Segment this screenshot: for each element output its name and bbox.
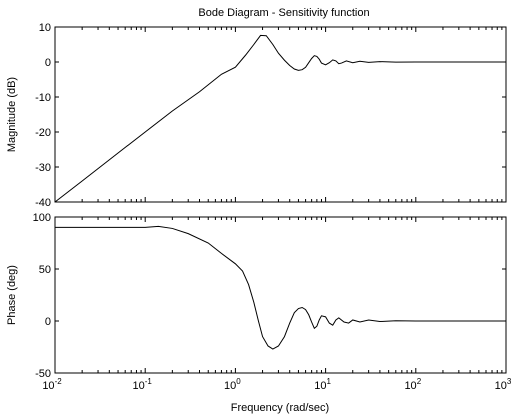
phase-y-tick-label: -50	[35, 368, 51, 380]
magnitude-y-tick-label: -40	[35, 197, 51, 209]
x-axis-label: Frequency (rad/sec)	[231, 402, 329, 414]
magnitude-y-tick-label: -10	[35, 92, 51, 104]
magnitude-ylabel: Magnitude (dB)	[6, 77, 18, 152]
phase-y-tick-label: 50	[39, 264, 51, 276]
magnitude-y-tick-label: -30	[35, 162, 51, 174]
x-tick-label: 103	[495, 377, 512, 392]
x-tick-label: 102	[404, 377, 421, 392]
phase-curve	[55, 225, 506, 350]
x-tick-label: 10-1	[133, 377, 153, 392]
x-tick-label: 10-2	[42, 377, 62, 392]
phase-y-tick-label: 100	[33, 212, 51, 224]
x-tick-label: 101	[314, 377, 331, 392]
magnitude-ticks: 10 0 -10 -20 -30 -40	[35, 22, 507, 209]
x-tick-label: 100	[224, 377, 241, 392]
magnitude-curve	[54, 34, 506, 203]
chart-title: Bode Diagram - Sensitivity function	[198, 7, 369, 19]
magnitude-axes-frame	[54, 26, 507, 203]
magnitude-y-tick-label: 0	[45, 57, 51, 69]
magnitude-y-tick-label: 10	[39, 22, 51, 34]
phase-panel: Phase (deg) 100 50 0 -50	[6, 212, 507, 380]
magnitude-panel: Magnitude (dB) 10 0 -10 -20 -30 -40	[6, 22, 507, 209]
phase-ticks: 100 50 0 -50	[33, 212, 507, 380]
magnitude-y-tick-label: -20	[35, 127, 51, 139]
phase-ylabel: Phase (deg)	[6, 265, 18, 325]
x-tick-labels: 10-2 10-1 100 101 102 103	[42, 377, 512, 392]
phase-axes-frame	[54, 216, 507, 374]
phase-y-tick-label: 0	[45, 316, 51, 328]
